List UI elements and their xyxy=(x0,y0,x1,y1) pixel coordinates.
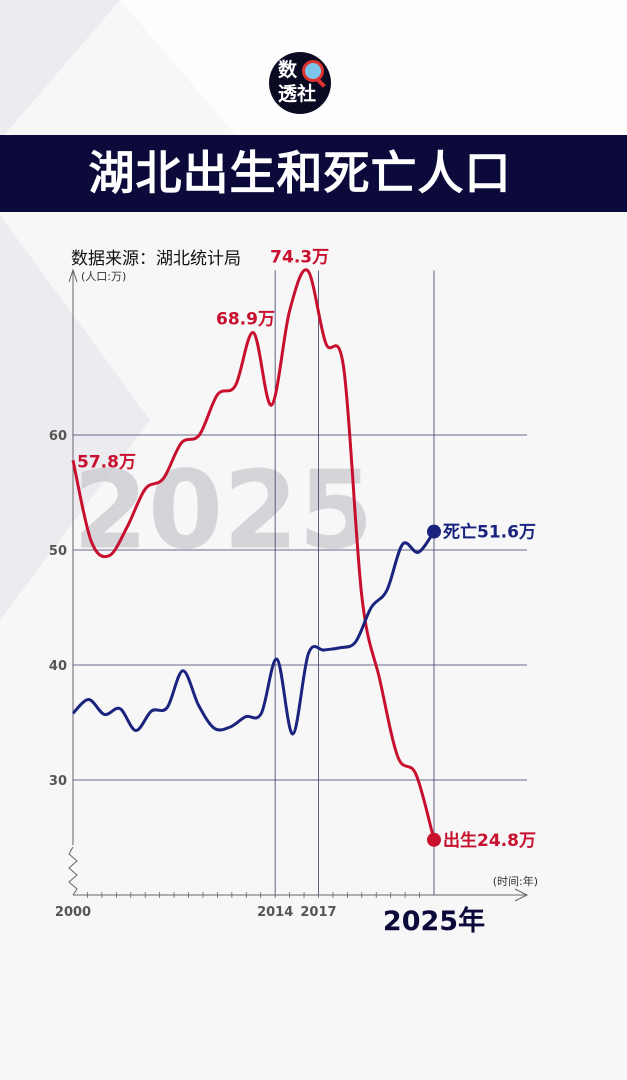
magnifier-icon xyxy=(302,60,324,82)
watermark-year: 2025 xyxy=(73,449,374,574)
x-axis-label: (时间:年) xyxy=(493,874,538,888)
peak-label: 57.8万 xyxy=(77,452,136,472)
x-tick-label: 2014 xyxy=(257,905,293,920)
peak-label: 68.9万 xyxy=(216,310,275,330)
brand-logo: 数 透社 xyxy=(269,52,331,114)
y-tick-label: 60 xyxy=(49,429,67,444)
logo-text-line1: 数 xyxy=(278,59,298,81)
y-axis-label: (人口:万) xyxy=(81,270,126,283)
x-axis-arrow xyxy=(514,888,529,902)
series-line-birth xyxy=(71,268,436,841)
page-title: 湖北出生和死亡人口 xyxy=(88,146,512,200)
logo-text-line2: 透社 xyxy=(278,83,317,105)
x-tick-label: 2000 xyxy=(55,905,91,920)
end-label-birth: 出生24.8万 xyxy=(443,830,536,851)
peak-label: 74.3万 xyxy=(270,248,329,268)
series-endpoint-birth xyxy=(427,832,441,847)
y-tick-label: 50 xyxy=(49,544,67,559)
y-tick-label: 40 xyxy=(49,659,67,674)
y-axis-arrow xyxy=(68,268,78,283)
title-banner: 湖北出生和死亡人口 xyxy=(0,135,627,212)
end-label-death: 死亡51.6万 xyxy=(443,522,536,543)
y-tick-label: 30 xyxy=(49,774,67,789)
series-endpoint-death xyxy=(427,524,441,539)
x-tick-label: 2017 xyxy=(300,905,336,920)
axis-break-icon xyxy=(68,846,78,896)
series-line-death xyxy=(71,530,436,736)
data-source-note: 数据来源：湖北统计局 xyxy=(71,249,241,269)
x-tick-label: 2025年 xyxy=(383,905,485,937)
